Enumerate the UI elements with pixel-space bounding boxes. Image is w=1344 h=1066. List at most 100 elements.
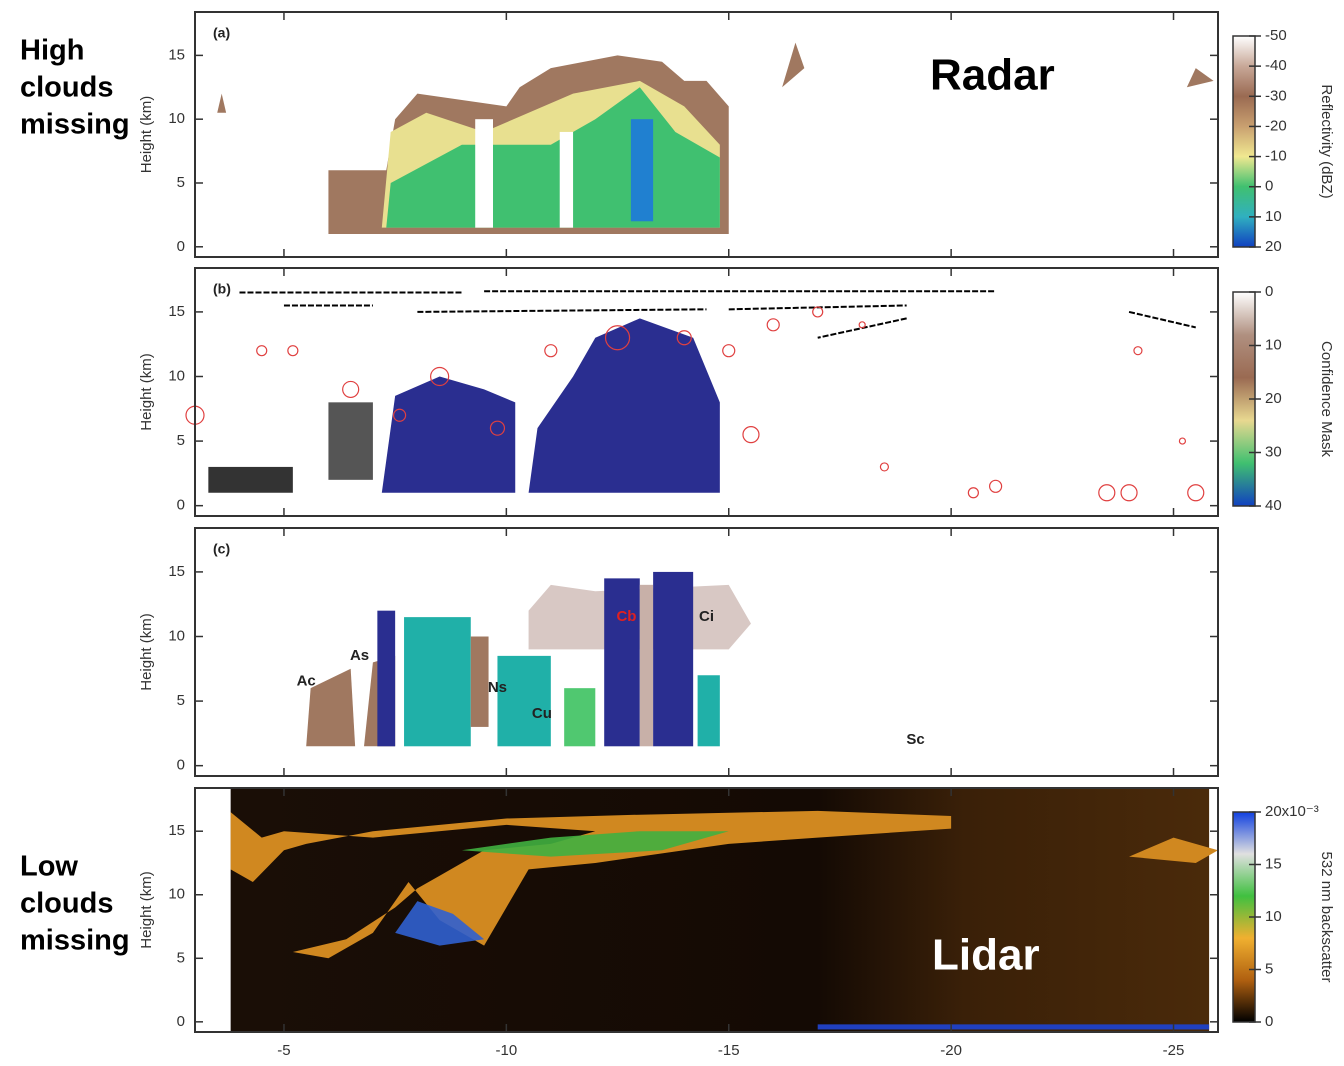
colorbar-tick-label: 10 <box>1265 336 1282 353</box>
panel-label: (c) <box>213 541 230 557</box>
y-tick-label: 15 <box>168 822 185 839</box>
cloud <box>1186 68 1214 88</box>
cloud <box>404 617 471 747</box>
colorbar-tick-label: 0 <box>1265 283 1273 300</box>
marker <box>676 330 692 346</box>
marker <box>489 420 506 436</box>
colorbar-tick-label: 20 <box>1265 390 1282 407</box>
cloud-label: Sc <box>906 731 924 748</box>
cloud <box>1129 837 1218 863</box>
cloud <box>653 571 694 747</box>
radar-label: Radar <box>930 51 1055 100</box>
cloud <box>639 584 654 747</box>
y-tick-label: 5 <box>177 949 185 966</box>
cloud <box>559 131 574 228</box>
colorbar-tick-label: 0 <box>1265 1013 1273 1030</box>
annotation: High <box>20 35 84 67</box>
y-tick-label: 15 <box>168 563 185 580</box>
y-tick-label: 5 <box>177 432 185 449</box>
y-tick-label: 0 <box>177 497 185 514</box>
x-tick-label: -20 <box>940 1042 962 1059</box>
cloud <box>817 1024 1210 1030</box>
y-tick-label: 0 <box>177 238 185 255</box>
colorbar-tick-label: -40 <box>1265 57 1287 74</box>
cloud <box>381 376 516 493</box>
annotation: clouds <box>20 72 113 104</box>
colorbar-label: Reflectivity (dBZ) <box>1318 84 1335 198</box>
contour <box>1128 310 1196 329</box>
marker <box>544 344 558 358</box>
cloud <box>377 610 396 747</box>
x-tick-label: -5 <box>277 1042 290 1059</box>
cloud-label: As <box>350 647 369 664</box>
y-axis-label: Height (km) <box>138 96 155 174</box>
y-tick-label: 15 <box>168 303 185 320</box>
marker <box>256 345 268 357</box>
colorbar-tick-label: 15 <box>1265 855 1282 872</box>
cloud <box>497 655 551 747</box>
y-tick-label: 15 <box>168 46 185 63</box>
y-tick-label: 10 <box>168 367 185 384</box>
marker <box>879 462 890 472</box>
y-tick-label: 10 <box>168 110 185 127</box>
cloud <box>630 119 654 222</box>
x-tick-label: -25 <box>1163 1042 1185 1059</box>
cloud-label: Ac <box>297 673 316 690</box>
colorbar-tick-label: 20x10⁻³ <box>1265 803 1319 820</box>
marker <box>430 366 450 387</box>
colorbar-tick-label: 10 <box>1265 208 1282 225</box>
y-tick-label: 0 <box>177 757 185 774</box>
colorbar-label: 532 nm backscatter <box>1318 852 1335 983</box>
marker <box>812 306 824 318</box>
colorbar-tick-label: 0 <box>1265 178 1273 195</box>
marker <box>766 318 780 332</box>
cloud <box>564 688 596 747</box>
x-tick-label: -15 <box>718 1042 740 1059</box>
colorbar-tick-label: 30 <box>1265 443 1282 460</box>
cloud <box>697 675 720 747</box>
plot-frame <box>194 527 1219 777</box>
x-tick-label: -10 <box>496 1042 518 1059</box>
marker <box>393 408 407 422</box>
cloud <box>528 318 720 493</box>
y-axis-label: Height (km) <box>138 871 155 949</box>
panel: 0 5 10 15 -5 -10 -15 -20 -25 (d) Height (km) 0 5 10 15… <box>138 787 1335 1059</box>
cloud-label: Cu <box>532 705 552 722</box>
y-tick-label: 0 <box>177 1013 185 1030</box>
marker <box>742 426 760 444</box>
cloud-label: Ns <box>488 679 507 696</box>
annotation: missing <box>20 109 130 141</box>
cloud <box>328 402 373 480</box>
plot-frame <box>194 267 1219 517</box>
marker <box>858 321 866 329</box>
marker <box>1178 437 1187 445</box>
marker <box>1133 346 1143 356</box>
y-tick-label: 10 <box>168 886 185 903</box>
marker <box>342 380 360 399</box>
cloud <box>208 466 293 493</box>
plot-frame <box>194 11 1219 258</box>
cloud <box>475 119 494 228</box>
y-tick-label: 5 <box>177 692 185 709</box>
panel: 0 5 10 15 (a) Height (km) -50 -40 -30 -20 -10 0 10 20… <box>138 11 1335 258</box>
colorbar-label: Confidence Mask <box>1318 341 1335 457</box>
cloud-label: Ci <box>699 608 714 625</box>
panel-label: (a) <box>213 25 230 41</box>
panel: 0 5 10 15 (b) Height (km) 0 10 20 30 40 Confidence … <box>138 267 1335 517</box>
colorbar-tick-label: 20 <box>1265 238 1282 255</box>
colorbar-tick-label: -30 <box>1265 87 1287 104</box>
cloud <box>461 831 729 857</box>
panel: Ac As Ns Cu Cb Ci Sc 0 5 10 15 (c) Height (km) <box>138 527 1219 777</box>
colorbar-tick-label: 40 <box>1265 497 1282 514</box>
y-tick-label: 10 <box>168 627 185 644</box>
marker <box>1120 484 1138 502</box>
annotation-top: High clouds missing Low clouds missing <box>20 35 130 957</box>
colorbar-tick-label: 5 <box>1265 960 1273 977</box>
cloud <box>604 578 640 747</box>
marker <box>967 487 979 499</box>
colorbar-tick-label: -50 <box>1265 27 1287 44</box>
annotation: Low <box>20 851 78 883</box>
panel-label: (d) <box>213 801 231 817</box>
y-tick-label: 5 <box>177 174 185 191</box>
